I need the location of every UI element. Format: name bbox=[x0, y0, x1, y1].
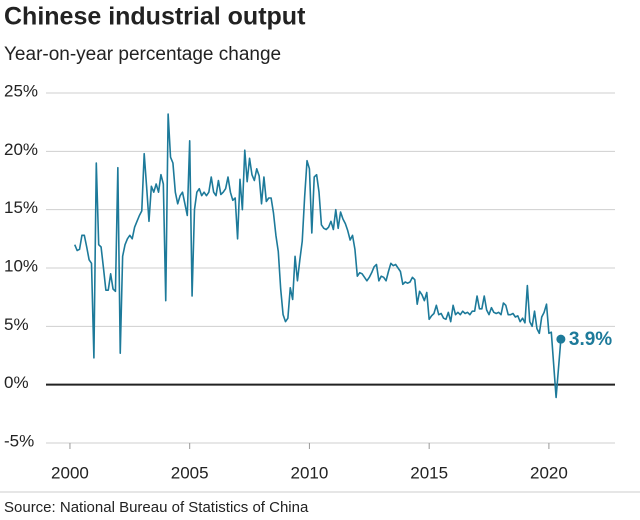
x-tick-label: 2015 bbox=[410, 463, 448, 482]
y-tick-label: 10% bbox=[4, 256, 38, 275]
value-label: 3.9% bbox=[569, 329, 612, 350]
x-tick-label: 2005 bbox=[171, 463, 209, 482]
x-tick-label: 2000 bbox=[51, 463, 89, 482]
chart-title: Chinese industrial output bbox=[4, 3, 306, 31]
x-tick-label: 2020 bbox=[530, 463, 568, 482]
data-line bbox=[73, 113, 562, 399]
x-tick-label: 2010 bbox=[291, 463, 329, 482]
y-tick-label: -5% bbox=[4, 431, 34, 450]
chart-subtitle: Year-on-year percentage change bbox=[4, 44, 281, 65]
y-tick-label: 15% bbox=[4, 198, 38, 217]
y-tick-label: 0% bbox=[4, 373, 29, 392]
end-point bbox=[556, 334, 566, 344]
y-tick-label: 25% bbox=[4, 81, 38, 100]
y-tick-label: 20% bbox=[4, 140, 38, 159]
source-note: Source: National Bureau of Statistics of… bbox=[4, 499, 309, 516]
y-tick-label: 5% bbox=[4, 315, 29, 334]
